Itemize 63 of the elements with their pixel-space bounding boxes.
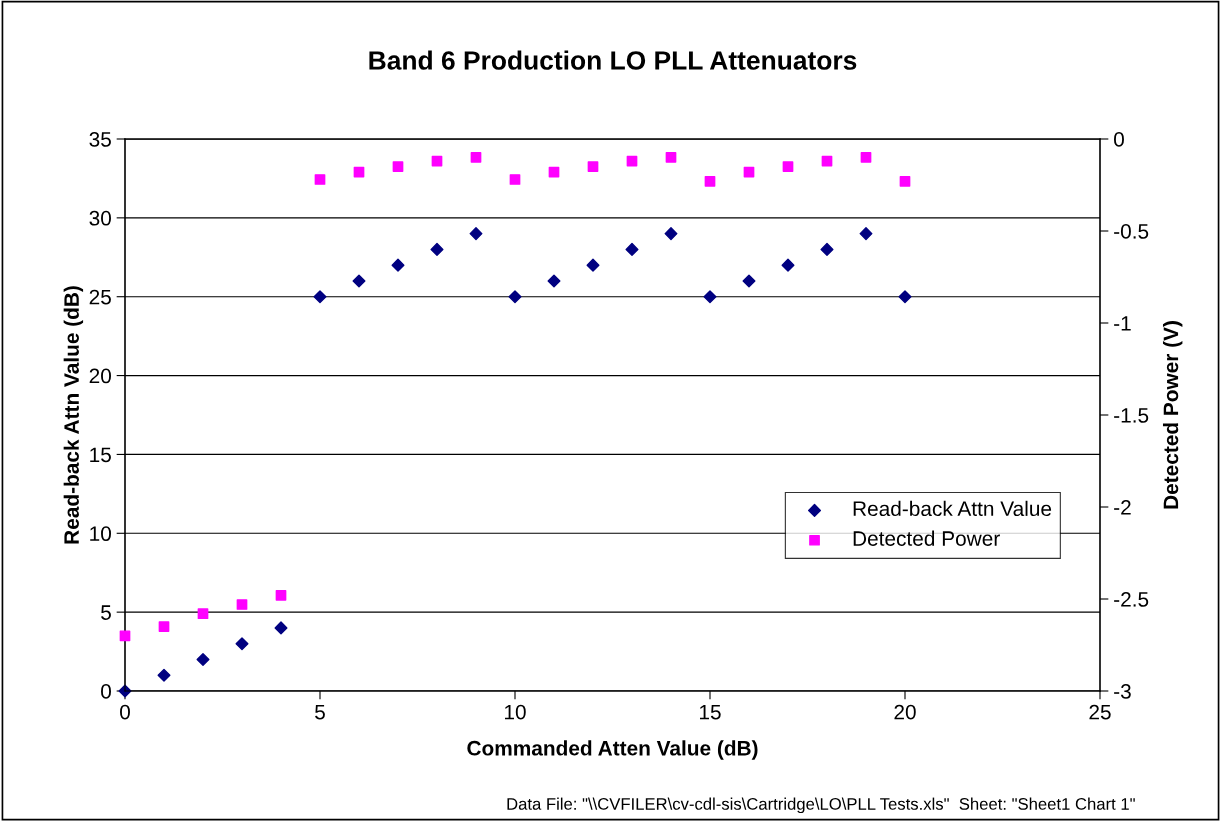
point xyxy=(196,652,210,666)
point xyxy=(119,630,131,642)
x-tick-label: 20 xyxy=(894,704,916,720)
point xyxy=(509,174,521,185)
point xyxy=(820,242,834,256)
x-tick-label: 15 xyxy=(700,704,721,720)
point xyxy=(391,258,405,272)
point xyxy=(508,290,522,304)
point xyxy=(664,227,678,241)
y2-tick-label: -3 xyxy=(1114,684,1131,699)
y2-tick-label: -2.5 xyxy=(1114,592,1149,607)
legend-label: Detected Power xyxy=(853,530,1000,546)
point xyxy=(860,152,872,163)
chart-title: Band 6 Production LO PLL Attenuators xyxy=(369,50,857,70)
point xyxy=(625,242,639,256)
point xyxy=(274,621,288,635)
y-tick-label: 10 xyxy=(90,526,111,542)
y2-tick-label: 0 xyxy=(1114,132,1124,147)
point xyxy=(704,175,716,187)
x-tick-label: 0 xyxy=(120,704,130,720)
y-tick-label: 20 xyxy=(89,368,111,384)
y-tick-label: 35 xyxy=(89,132,111,147)
point xyxy=(352,274,366,288)
point xyxy=(899,175,911,187)
y-tick-label: 15 xyxy=(90,447,111,463)
y-tick-label: 0 xyxy=(101,684,111,699)
y2-tick-label: -0.5 xyxy=(1114,224,1149,239)
point xyxy=(587,161,599,172)
point xyxy=(665,152,677,163)
x-tick-label: 5 xyxy=(315,704,325,720)
x-axis-title: Commanded Atten Value (dB) xyxy=(467,740,758,760)
point xyxy=(157,668,171,682)
point xyxy=(742,274,756,288)
point xyxy=(275,589,287,601)
y-tick-label: 25 xyxy=(89,289,111,305)
y2-tick-label: -1 xyxy=(1114,316,1131,331)
point xyxy=(313,290,327,304)
point xyxy=(469,227,483,241)
point xyxy=(898,290,912,304)
y2-tick-label: -1.5 xyxy=(1114,408,1149,423)
point xyxy=(430,242,444,256)
point xyxy=(158,621,170,632)
point xyxy=(197,608,209,620)
y2-axis-title: Detected Power (V) xyxy=(1162,321,1183,509)
point xyxy=(235,637,249,651)
x-tick-label: 25 xyxy=(1089,704,1111,720)
point xyxy=(236,599,248,610)
y-tick-label: 5 xyxy=(101,605,111,620)
point xyxy=(586,258,600,272)
point xyxy=(782,161,794,172)
point xyxy=(470,152,482,163)
point xyxy=(703,290,717,304)
x-tick-label: 10 xyxy=(505,704,526,720)
y2-tick-label: -2 xyxy=(1114,500,1131,515)
point xyxy=(547,274,561,288)
point xyxy=(314,174,326,185)
point xyxy=(781,258,795,272)
text: Data File: "\\CVFILER\cv-cdl-sis\Cartridge\LO\PLL Tests.xls" Sheet: "Sheet1 Chart 1" xyxy=(507,797,1135,814)
legend-label: Read-back Attn Value xyxy=(853,500,1052,517)
point xyxy=(859,227,873,241)
y-tick-label: 30 xyxy=(89,210,111,226)
point xyxy=(392,161,404,172)
y-axis-title: Read-back Attn Value (dB) xyxy=(63,286,84,544)
